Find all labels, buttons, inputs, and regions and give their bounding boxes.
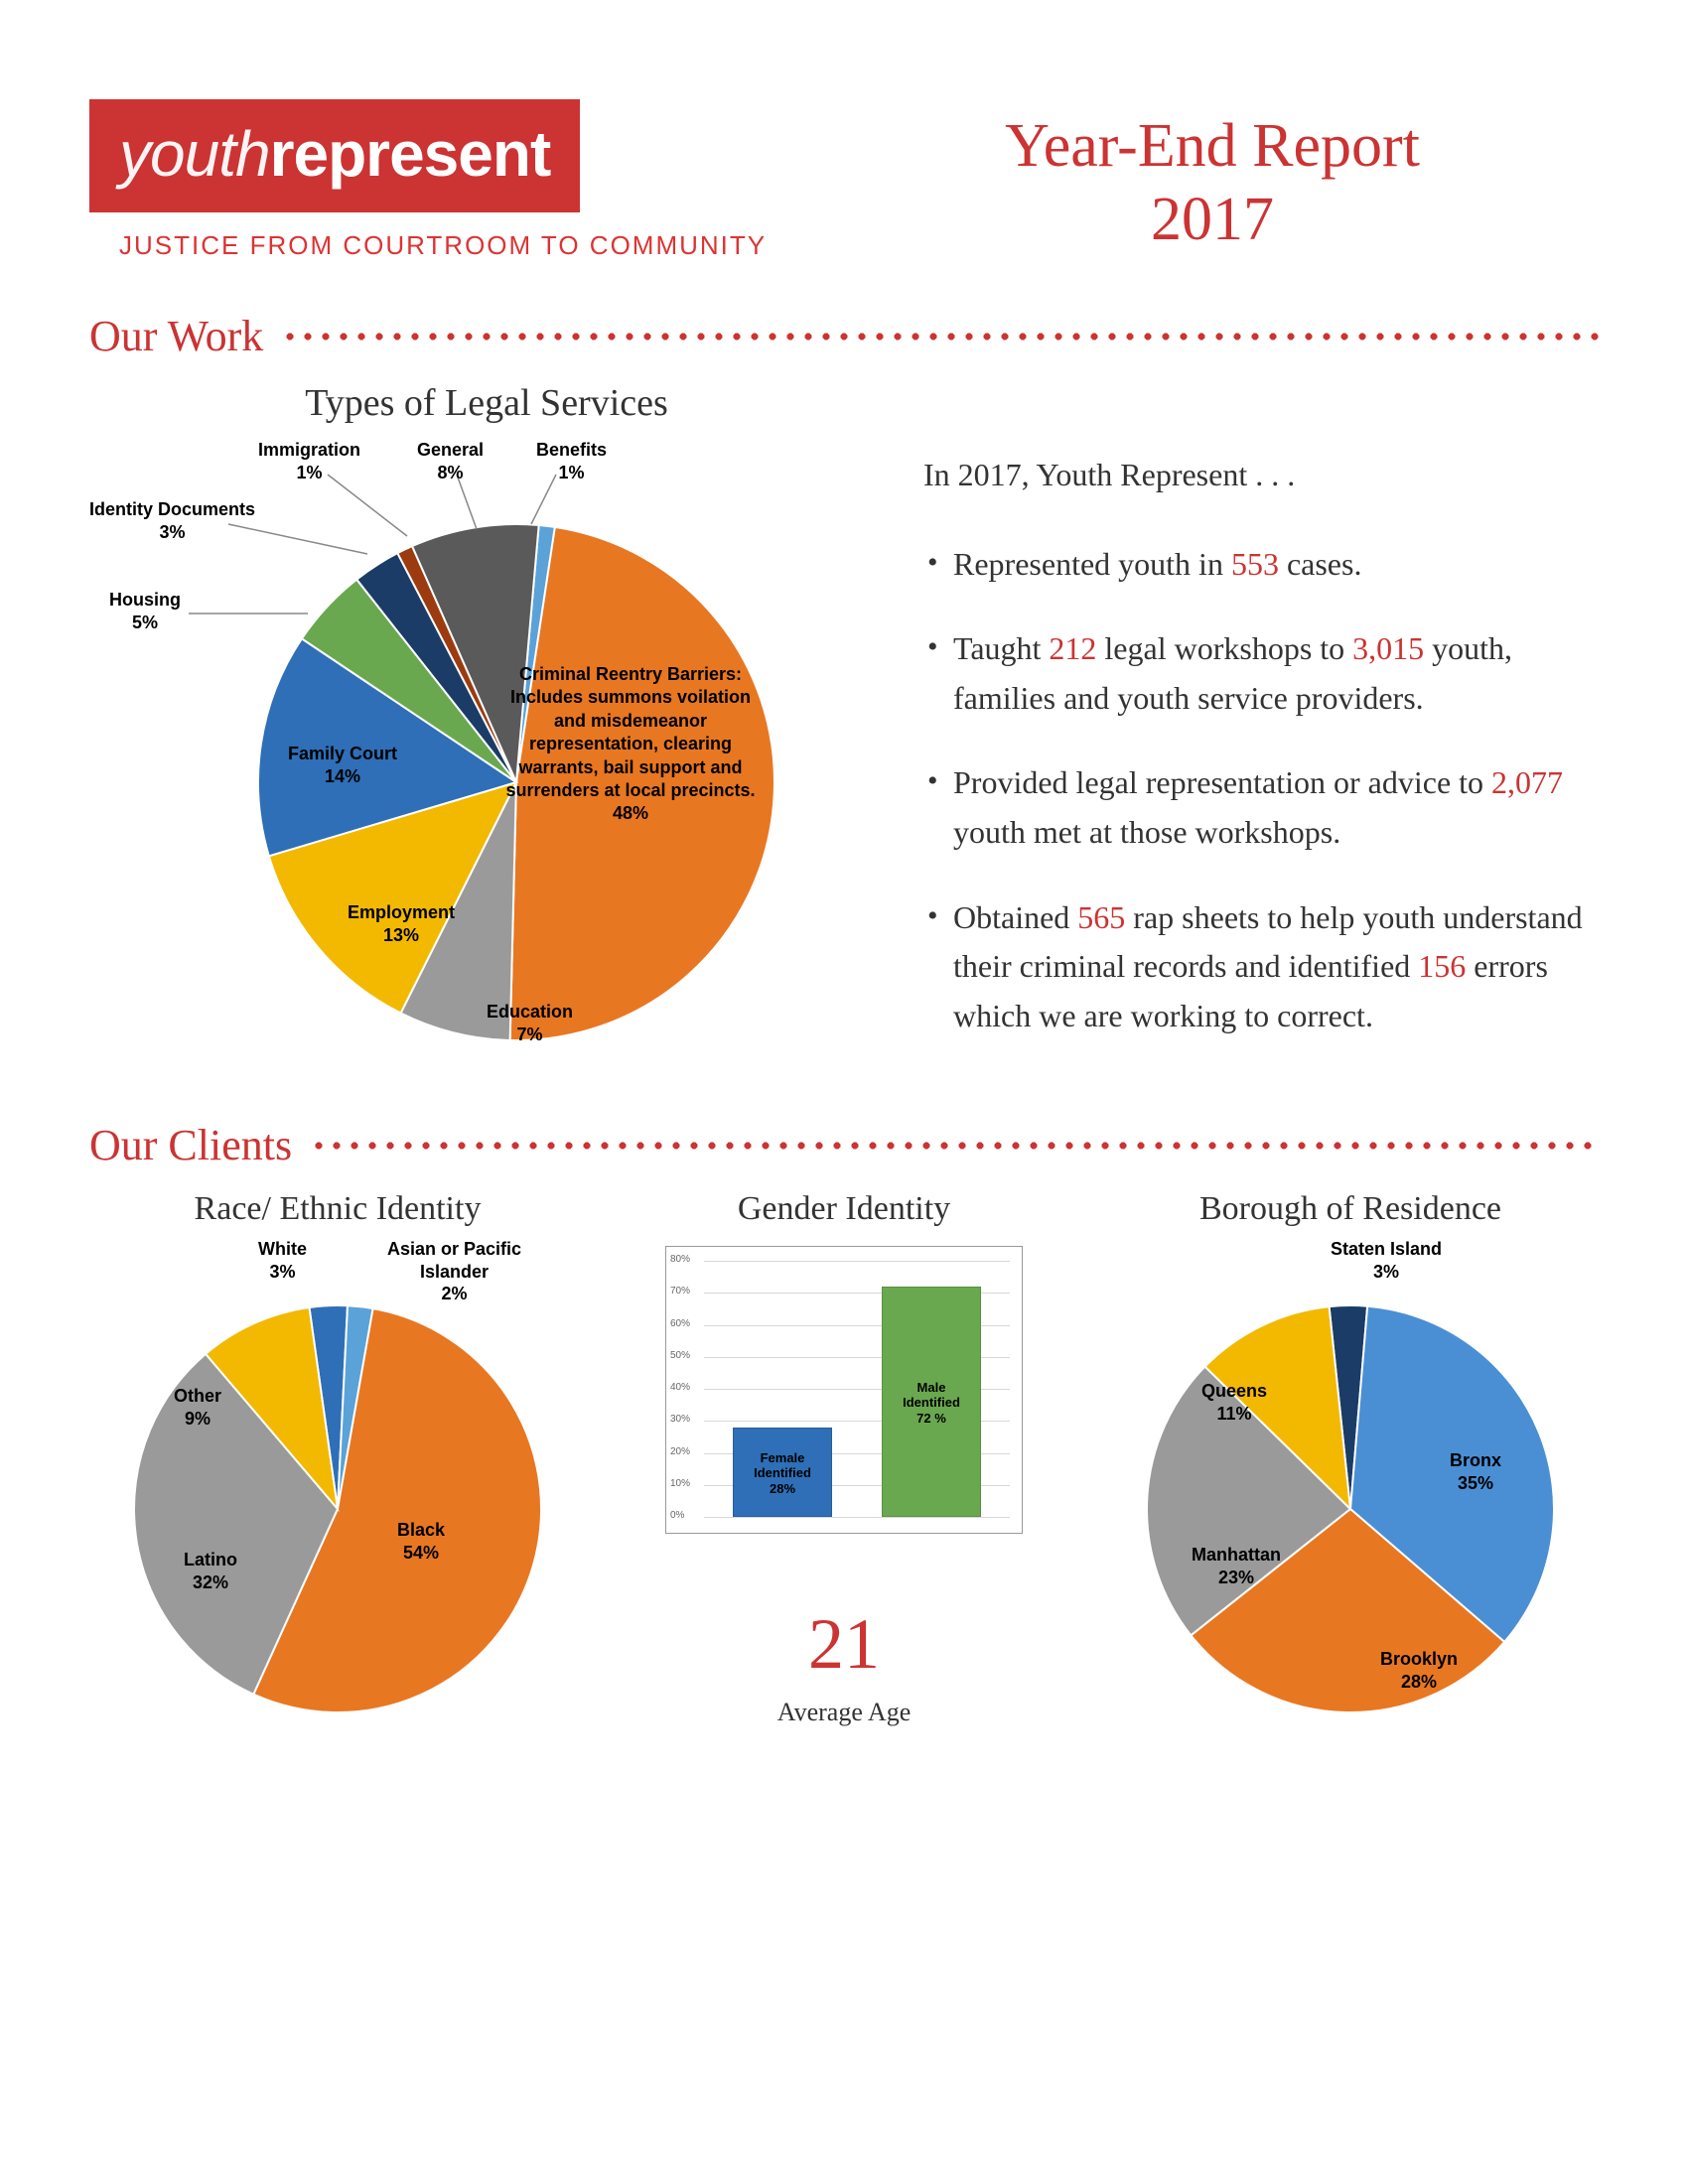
logo-block: youthrepresent JUSTICE FROM COURTROOM TO… [89,99,767,261]
section-our-work: Our Work [89,311,1599,361]
pie-outer-label: Identity Documents3% [89,498,255,543]
gender-chart-col: Gender Identity 0% 10% 20% 30% 40% 50% 60% 70% 8… [616,1190,1072,1727]
y-tick-label: 30% [670,1414,690,1425]
pie-center-label: Criminal Reentry Barriers: Includes summ… [501,663,760,826]
y-tick-label: 70% [670,1286,690,1297]
pie-outer-label: Asian or PacificIslander2% [387,1238,521,1305]
logo: youthrepresent [89,99,580,212]
bar-label: MaleIdentified72 % [882,1380,981,1427]
section-label: Our Work [89,311,263,361]
y-tick-label: 40% [670,1382,690,1393]
pie-outer-label: General8% [417,439,484,483]
pie-outer-label: Staten Island3% [1331,1238,1442,1283]
pie-inner-label: Employment13% [348,901,455,948]
pie-outer-label: Housing5% [109,589,181,633]
bullets-intro: In 2017, Youth Represent . . . [923,451,1599,500]
chart-title: Types of Legal Services [89,381,884,425]
tagline: JUSTICE FROM COURTROOM TO COMMUNITY [119,230,767,261]
bar-label: FemaleIdentified28% [733,1450,832,1497]
y-tick-label: 20% [670,1446,690,1457]
dot-divider [281,331,1599,342]
pie-inner-label: Manhattan23% [1192,1544,1281,1590]
header: youthrepresent JUSTICE FROM COURTROOM TO… [89,99,1599,261]
section-our-clients: Our Clients [89,1120,1599,1170]
chart-title: Borough of Residence [1102,1190,1599,1228]
bullet-item: Represented youth in 553 cases. [923,540,1599,590]
y-tick-label: 80% [670,1254,690,1265]
bullet-item: Provided legal representation or advice … [923,758,1599,857]
pie-inner-label: Brooklyn28% [1380,1648,1458,1695]
y-tick-label: 10% [670,1478,690,1489]
pie-inner-label: Queens11% [1201,1380,1267,1427]
logo-thin: youth [119,118,270,190]
pie-inner-label: Education7% [487,1001,573,1047]
pie-svg [1102,1246,1599,1722]
pie-inner-label: Other9% [174,1385,221,1432]
dot-divider [310,1140,1599,1152]
y-tick-label: 60% [670,1318,690,1329]
pie-outer-label: White3% [258,1238,307,1283]
title-line2: 2017 [826,183,1599,256]
y-tick-label: 50% [670,1350,690,1361]
work-bullets: In 2017, Youth Represent . . . Represent… [923,381,1599,1076]
pie-inner-label: Family Court14% [288,743,397,789]
race-chart-col: Race/ Ethnic Identity White3% Asian or Pa… [89,1190,586,1727]
logo-bold: represent [270,118,551,190]
chart-title: Gender Identity [616,1190,1072,1228]
legal-services-chart: Types of Legal Services Benefits1% Genera… [89,381,884,1080]
pie-outer-label: Immigration1% [258,439,360,483]
bullet-item: Obtained 565 rap sheets to help youth un… [923,893,1599,1041]
pie-inner-label: Black54% [397,1519,445,1566]
title-line1: Year-End Report [826,109,1599,183]
pie-inner-label: Bronx35% [1450,1449,1501,1496]
pie-outer-label: Benefits1% [536,439,607,483]
bullet-item: Taught 212 legal workshops to 3,015 yout… [923,624,1599,723]
y-tick-label: 0% [670,1510,684,1521]
borough-chart-col: Borough of Residence Staten Island3% Bron… [1102,1190,1599,1727]
pie-inner-label: Latino32% [184,1549,237,1595]
avg-age-value: 21 [616,1603,1072,1686]
pie-svg [89,1246,586,1722]
report-title: Year-End Report 2017 [826,99,1599,257]
section-label: Our Clients [89,1120,292,1170]
chart-title: Race/ Ethnic Identity [89,1190,586,1228]
bar-chart: 0% 10% 20% 30% 40% 50% 60% 70% 80% FemaleIdentifi… [665,1246,1023,1534]
avg-age-label: Average Age [616,1698,1072,1727]
